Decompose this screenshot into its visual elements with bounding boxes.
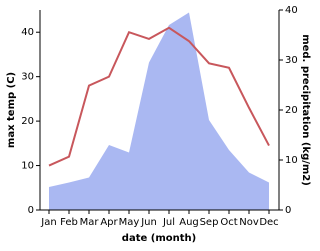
y2-tick-label: 30: [285, 55, 298, 66]
y-tick-label: 0: [28, 205, 34, 216]
y2-tick-label: 0: [285, 205, 291, 216]
y2-tick-label: 20: [285, 105, 298, 116]
y-tick-label: 20: [21, 116, 34, 127]
x-tick-label: Dec: [259, 217, 278, 228]
y2-tick-label: 40: [285, 5, 298, 16]
x-tick-label: Apr: [100, 217, 118, 228]
x-axis-label: date (month): [122, 233, 196, 244]
y-axis-label: max temp (C): [6, 72, 17, 148]
x-tick-label: Feb: [60, 217, 78, 228]
x-tick-label: Jun: [140, 217, 157, 228]
y-tick-label: 30: [21, 72, 34, 83]
precipitation-area: [49, 12, 269, 210]
chart: date (month) max temp (C) med. precipita…: [6, 5, 311, 244]
x-tick-label: Mar: [80, 217, 100, 228]
y2-axis-label: med. precipitation (kg/m2): [300, 34, 311, 186]
temperature-line: [48, 26, 270, 167]
y-tick-label: 40: [21, 27, 34, 38]
y2-tick-label: 10: [285, 155, 298, 166]
x-tick-label: Oct: [220, 217, 237, 228]
x-tick-label: Aug: [179, 217, 199, 228]
x-tick-label: Sep: [200, 217, 219, 228]
x-tick-label: May: [119, 217, 140, 228]
x-tick-label: Nov: [239, 217, 259, 228]
x-tick-label: Jan: [40, 217, 56, 228]
y-tick-label: 10: [21, 161, 34, 172]
x-tick-label: Jul: [162, 217, 175, 228]
